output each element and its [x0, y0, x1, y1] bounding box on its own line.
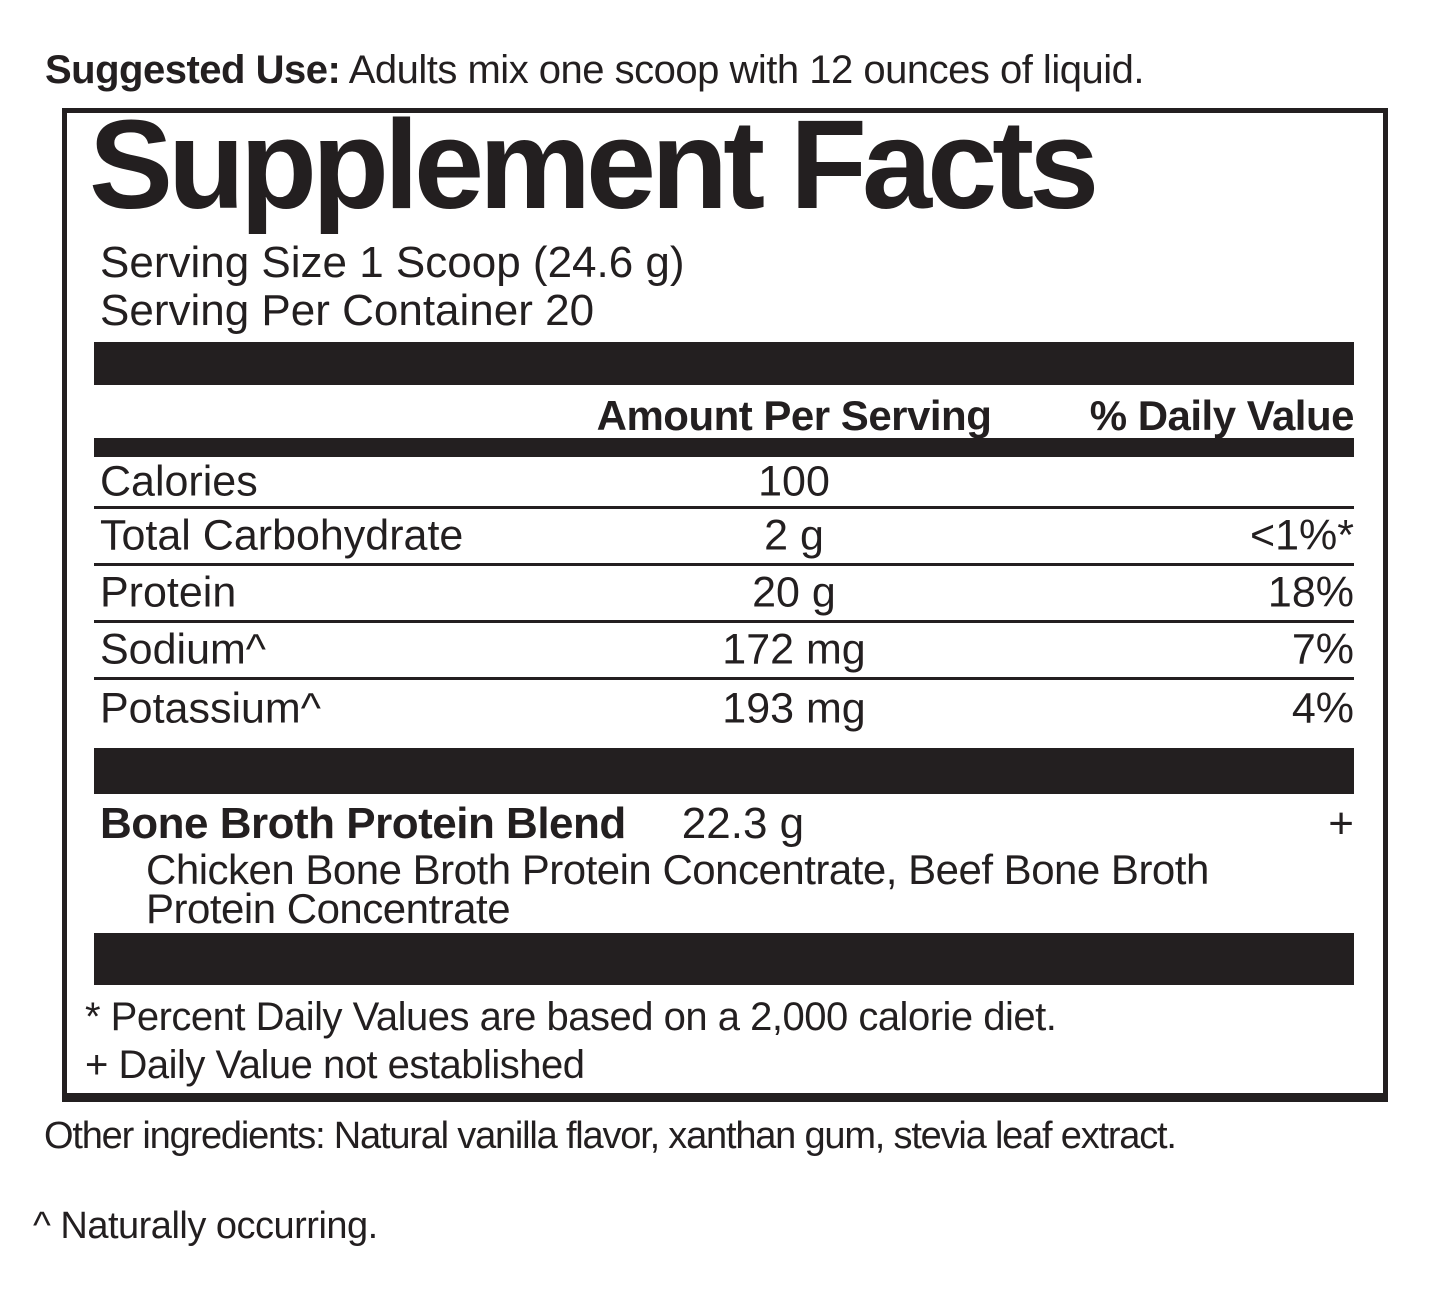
- supplement-facts-panel: Supplement Facts Serving Size 1 Scoop (2…: [62, 94, 1388, 1102]
- amount-per-serving-header: Amount Per Serving: [596, 392, 992, 439]
- nutrient-amount: 2 g: [764, 511, 824, 560]
- nutrient-dv: <1%*: [1250, 511, 1354, 560]
- blend-section: Bone Broth Protein Blend 22.3 g + Chicken…: [94, 801, 1354, 932]
- nutrient-label: Sodium^: [100, 625, 266, 674]
- other-ingredients: Other ingredients: Natural vanilla flavo…: [44, 1115, 1177, 1157]
- divider-bar-middle: [94, 748, 1354, 794]
- divider-bar-top: [94, 342, 1354, 385]
- nutrient-dv: 7%: [1291, 625, 1354, 674]
- footnotes: * Percent Daily Values are based on a 2,…: [85, 993, 1057, 1089]
- suggested-use-label: Suggested Use:: [45, 48, 341, 92]
- table-row-potassium: Potassium^ 193 mg 4%: [94, 680, 1354, 737]
- table-row-total-carbohydrate: Total Carbohydrate 2 g <1%*: [94, 509, 1354, 566]
- nutrient-amount: 100: [758, 457, 830, 505]
- nutrient-label: Potassium^: [100, 684, 321, 732]
- nutrient-label: Protein: [100, 568, 237, 617]
- divider-bar-header: [94, 438, 1354, 457]
- blend-ingredients-line: Protein Concentrate: [146, 885, 511, 932]
- nutrient-label: Total Carbohydrate: [100, 511, 464, 560]
- footnote-percent-daily-value: * Percent Daily Values are based on a 2,…: [85, 995, 1057, 1039]
- table-row-protein: Protein 20 g 18%: [94, 566, 1354, 623]
- nutrient-amount: 193 mg: [722, 684, 866, 732]
- panel-title: Supplement Facts: [89, 94, 1099, 235]
- daily-value-header: % Daily Value: [1089, 392, 1355, 439]
- table-row-sodium: Sodium^ 172 mg 7%: [94, 623, 1354, 680]
- suggested-use-text: Adults mix one scoop with 12 ounces of l…: [348, 48, 1145, 92]
- blend-dv: +: [1328, 799, 1354, 848]
- nutrient-dv: 4%: [1291, 684, 1354, 732]
- blend-name: Bone Broth Protein Blend: [100, 799, 626, 848]
- nutrient-label: Calories: [100, 457, 258, 505]
- nutrient-amount: 20 g: [752, 568, 836, 617]
- blend-amount: 22.3 g: [681, 799, 805, 848]
- footnote-not-established: + Daily Value not established: [85, 1043, 585, 1087]
- blend-ingredients-line: Chicken Bone Broth Protein Concentrate, …: [146, 846, 1209, 893]
- serving-size: Serving Size 1 Scoop (24.6 g): [100, 238, 685, 287]
- table-row-calories: Calories 100: [94, 457, 1354, 509]
- nutrient-amount: 172 mg: [722, 625, 866, 674]
- nutrient-table: Calories 100 Total Carbohydrate 2 g <1%*…: [94, 457, 1354, 737]
- blend-row: Bone Broth Protein Blend 22.3 g +: [94, 801, 1354, 847]
- servings-per-container: Serving Per Container 20: [100, 286, 595, 335]
- nutrient-dv: 18%: [1267, 568, 1354, 617]
- naturally-occurring-note: ^ Naturally occurring.: [33, 1205, 378, 1247]
- divider-bar-bottom: [94, 933, 1354, 985]
- table-header-row: Amount Per Serving % Daily Value: [94, 392, 1355, 439]
- suggested-use-line: Suggested Use: Adults mix one scoop with…: [45, 47, 1144, 93]
- blend-ingredients: Chicken Bone Broth Protein Concentrate, …: [94, 846, 1354, 932]
